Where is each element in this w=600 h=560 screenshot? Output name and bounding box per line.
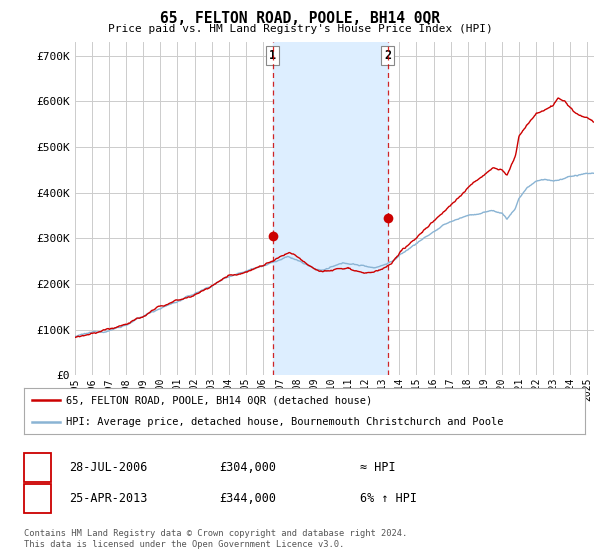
- Text: £344,000: £344,000: [219, 492, 276, 505]
- Text: ≈ HPI: ≈ HPI: [360, 461, 395, 474]
- Text: 6% ↑ HPI: 6% ↑ HPI: [360, 492, 417, 505]
- Text: Contains HM Land Registry data © Crown copyright and database right 2024.
This d: Contains HM Land Registry data © Crown c…: [24, 529, 407, 549]
- Text: Price paid vs. HM Land Registry's House Price Index (HPI): Price paid vs. HM Land Registry's House …: [107, 24, 493, 34]
- Text: £304,000: £304,000: [219, 461, 276, 474]
- Text: 65, FELTON ROAD, POOLE, BH14 0QR: 65, FELTON ROAD, POOLE, BH14 0QR: [160, 11, 440, 26]
- Text: 1: 1: [34, 461, 41, 474]
- Text: 28-JUL-2006: 28-JUL-2006: [69, 461, 148, 474]
- Text: 2: 2: [384, 49, 391, 62]
- Text: 65, FELTON ROAD, POOLE, BH14 0QR (detached house): 65, FELTON ROAD, POOLE, BH14 0QR (detach…: [66, 395, 373, 405]
- Text: 2: 2: [34, 492, 41, 505]
- Text: HPI: Average price, detached house, Bournemouth Christchurch and Poole: HPI: Average price, detached house, Bour…: [66, 417, 503, 427]
- Text: 1: 1: [269, 49, 276, 62]
- Text: 25-APR-2013: 25-APR-2013: [69, 492, 148, 505]
- Bar: [272, 42, 388, 375]
